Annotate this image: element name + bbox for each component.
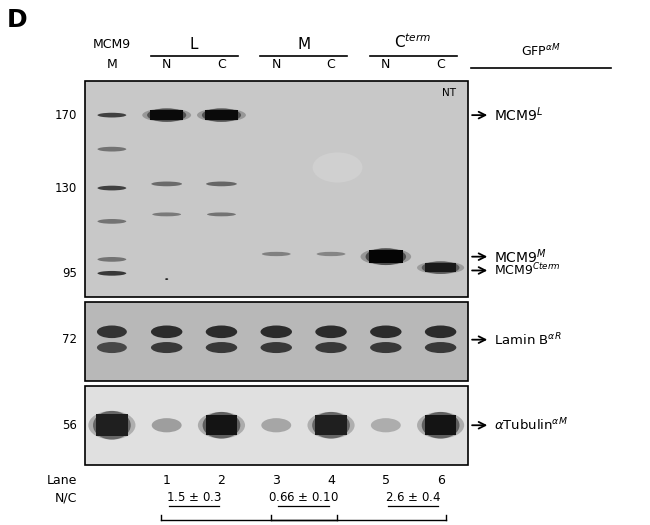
Ellipse shape <box>317 252 345 256</box>
Text: Lane: Lane <box>46 474 77 487</box>
Ellipse shape <box>151 326 183 338</box>
Text: 2: 2 <box>218 474 226 487</box>
Ellipse shape <box>198 412 245 438</box>
Bar <box>84 81 468 297</box>
Ellipse shape <box>152 213 181 216</box>
Ellipse shape <box>98 113 126 118</box>
Text: Lamin B$^{\alpha R}$: Lamin B$^{\alpha R}$ <box>494 331 562 348</box>
Text: 1.5 $\pm$ 0.3: 1.5 $\pm$ 0.3 <box>166 491 222 504</box>
Text: 4: 4 <box>327 474 335 487</box>
Ellipse shape <box>97 326 127 338</box>
Ellipse shape <box>203 412 240 438</box>
Ellipse shape <box>142 108 191 122</box>
Ellipse shape <box>93 411 131 439</box>
Ellipse shape <box>361 248 411 265</box>
Bar <box>96 414 127 436</box>
Ellipse shape <box>206 182 237 186</box>
Ellipse shape <box>98 219 126 224</box>
Ellipse shape <box>98 147 126 152</box>
Text: 1: 1 <box>162 474 170 487</box>
Ellipse shape <box>151 342 183 353</box>
Ellipse shape <box>206 326 237 338</box>
Ellipse shape <box>98 271 126 276</box>
Ellipse shape <box>98 186 126 191</box>
Text: C: C <box>436 58 445 70</box>
Text: N: N <box>381 58 391 70</box>
Ellipse shape <box>206 342 237 353</box>
Text: 2.6 $\pm$ 0.4: 2.6 $\pm$ 0.4 <box>385 491 441 504</box>
Bar <box>150 110 183 120</box>
Text: 56: 56 <box>62 419 77 432</box>
Ellipse shape <box>422 412 460 438</box>
Ellipse shape <box>370 326 402 338</box>
Bar <box>425 415 456 436</box>
Text: $\alpha$Tubulin$^{\alpha M}$: $\alpha$Tubulin$^{\alpha M}$ <box>494 417 567 434</box>
Text: M: M <box>297 37 310 52</box>
Text: D: D <box>6 8 27 32</box>
Ellipse shape <box>207 213 236 216</box>
Ellipse shape <box>425 326 456 338</box>
Ellipse shape <box>202 108 241 122</box>
Text: L: L <box>190 37 198 52</box>
Ellipse shape <box>315 342 346 353</box>
Text: GFP$^{\alpha M}$: GFP$^{\alpha M}$ <box>521 42 561 59</box>
Text: 6: 6 <box>437 474 445 487</box>
Ellipse shape <box>313 152 363 183</box>
Ellipse shape <box>97 342 127 353</box>
Text: MCM9$^{Cterm}$: MCM9$^{Cterm}$ <box>494 262 561 279</box>
Text: N: N <box>272 58 281 70</box>
Bar <box>369 250 403 263</box>
Ellipse shape <box>371 418 401 433</box>
Ellipse shape <box>197 108 246 122</box>
Text: C: C <box>217 58 226 70</box>
Ellipse shape <box>261 326 292 338</box>
Bar <box>84 302 468 381</box>
Ellipse shape <box>365 248 406 265</box>
Text: C: C <box>327 58 335 70</box>
Text: MCM9$^L$: MCM9$^L$ <box>494 106 543 124</box>
Bar <box>205 110 238 120</box>
Text: N: N <box>162 58 172 70</box>
Text: C$^{term}$: C$^{term}$ <box>395 33 432 51</box>
Text: MCM9$^M$: MCM9$^M$ <box>494 247 547 266</box>
Ellipse shape <box>425 342 456 353</box>
Ellipse shape <box>315 326 346 338</box>
Text: 5: 5 <box>382 474 390 487</box>
Bar <box>84 386 468 465</box>
Text: 130: 130 <box>55 182 77 195</box>
Ellipse shape <box>417 261 464 274</box>
Ellipse shape <box>98 257 126 262</box>
Text: 3: 3 <box>272 474 280 487</box>
Ellipse shape <box>422 261 460 274</box>
Text: 0.66 $\pm$ 0.10: 0.66 $\pm$ 0.10 <box>268 491 339 504</box>
Ellipse shape <box>417 412 464 438</box>
Text: 72: 72 <box>62 333 77 346</box>
Ellipse shape <box>307 412 355 438</box>
Ellipse shape <box>147 108 187 122</box>
Ellipse shape <box>165 278 168 280</box>
Text: M: M <box>107 58 117 70</box>
Ellipse shape <box>312 412 350 438</box>
Ellipse shape <box>151 418 181 433</box>
Bar <box>425 263 456 272</box>
Ellipse shape <box>261 342 292 353</box>
Ellipse shape <box>262 252 291 256</box>
Ellipse shape <box>370 342 402 353</box>
Ellipse shape <box>88 411 135 439</box>
Text: MCM9: MCM9 <box>93 38 131 51</box>
Bar <box>315 415 346 436</box>
Bar <box>206 415 237 436</box>
Text: 170: 170 <box>55 109 77 122</box>
Text: NT: NT <box>442 88 456 98</box>
Ellipse shape <box>151 182 182 186</box>
Ellipse shape <box>261 418 291 433</box>
Text: 95: 95 <box>62 267 77 280</box>
Text: N/C: N/C <box>55 491 77 504</box>
